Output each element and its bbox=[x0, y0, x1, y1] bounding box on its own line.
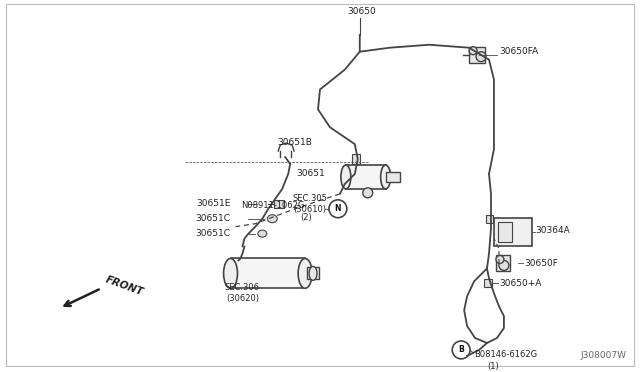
Ellipse shape bbox=[258, 230, 267, 237]
Text: 30651E: 30651E bbox=[196, 199, 230, 208]
Text: J308007W: J308007W bbox=[580, 351, 626, 360]
Text: 30651C: 30651C bbox=[196, 229, 230, 238]
Text: 30651C: 30651C bbox=[196, 214, 230, 223]
Ellipse shape bbox=[381, 165, 390, 189]
Text: (30610): (30610) bbox=[294, 205, 326, 214]
Text: SEC.306: SEC.306 bbox=[225, 283, 260, 292]
Bar bbox=[496, 256, 510, 272]
Text: 30650+A: 30650+A bbox=[499, 279, 541, 288]
Ellipse shape bbox=[341, 165, 351, 189]
Text: B: B bbox=[458, 346, 464, 355]
Bar bbox=[346, 165, 386, 189]
Text: 30364A: 30364A bbox=[536, 226, 570, 235]
Text: SEC.305: SEC.305 bbox=[292, 194, 328, 203]
Bar bbox=[469, 47, 485, 62]
Ellipse shape bbox=[499, 260, 509, 270]
Ellipse shape bbox=[268, 215, 277, 223]
Bar bbox=[307, 267, 319, 279]
Bar bbox=[486, 215, 493, 223]
Text: FRONT: FRONT bbox=[104, 275, 145, 298]
Bar bbox=[275, 200, 284, 208]
Text: N: N bbox=[335, 204, 341, 213]
Text: (30620): (30620) bbox=[226, 294, 259, 303]
Text: 30651B: 30651B bbox=[278, 138, 312, 147]
Ellipse shape bbox=[476, 52, 486, 62]
Bar bbox=[230, 259, 305, 288]
Ellipse shape bbox=[496, 256, 504, 263]
Circle shape bbox=[452, 341, 470, 359]
Bar bbox=[498, 222, 512, 241]
Text: 30650: 30650 bbox=[348, 7, 376, 16]
Circle shape bbox=[363, 188, 372, 198]
Bar bbox=[494, 218, 532, 246]
Text: 30650F: 30650F bbox=[524, 259, 557, 268]
Ellipse shape bbox=[309, 266, 317, 280]
Text: N08911-1062G: N08911-1062G bbox=[241, 201, 304, 210]
Text: B08146-6162G: B08146-6162G bbox=[474, 350, 537, 359]
Text: (1): (1) bbox=[487, 362, 499, 371]
Text: (2): (2) bbox=[300, 213, 312, 222]
Ellipse shape bbox=[298, 259, 312, 288]
Circle shape bbox=[329, 200, 347, 218]
Text: 30650FA: 30650FA bbox=[499, 47, 538, 56]
Bar bbox=[386, 172, 399, 182]
Bar bbox=[484, 279, 492, 287]
Bar bbox=[352, 154, 360, 164]
Ellipse shape bbox=[469, 47, 477, 55]
Text: 30651: 30651 bbox=[296, 170, 325, 179]
Ellipse shape bbox=[223, 259, 237, 288]
